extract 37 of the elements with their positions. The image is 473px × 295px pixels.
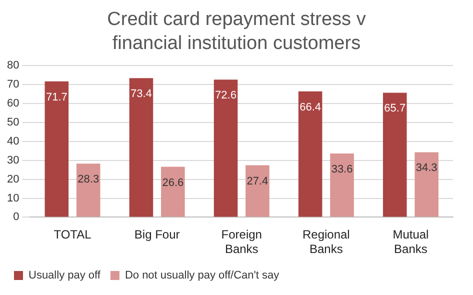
y-tick-label: 30 xyxy=(6,154,20,166)
data-label: 26.6 xyxy=(162,176,184,189)
y-tick-label: 70 xyxy=(6,78,20,91)
y-tick-label: 60 xyxy=(6,98,20,110)
y-tick-label: 0 xyxy=(13,211,20,224)
x-tick-label: TOTAL xyxy=(54,228,92,242)
x-tick-label: Big Four xyxy=(134,228,180,242)
y-tick-label: 50 xyxy=(6,116,20,128)
chart-title: Credit card repayment stress v financial institution customers xyxy=(106,8,367,56)
y-tick-label: 10 xyxy=(6,192,20,204)
y-tick-label: 40 xyxy=(6,135,20,148)
data-label: 27.4 xyxy=(246,175,268,188)
y-tick-label: 80 xyxy=(6,60,20,72)
bar xyxy=(161,166,185,217)
legend-label: Usually pay off xyxy=(28,270,102,282)
data-label: 65.7 xyxy=(384,102,406,115)
data-label: 33.6 xyxy=(331,164,353,176)
bar xyxy=(246,165,270,217)
data-label: 73.4 xyxy=(130,88,152,100)
y-tick-label: 20 xyxy=(6,173,20,186)
x-tick-label: Regional Banks xyxy=(302,228,350,256)
bar xyxy=(129,78,154,217)
bar xyxy=(76,164,100,217)
bar xyxy=(382,92,407,217)
bar xyxy=(214,80,238,217)
bar xyxy=(330,154,354,217)
x-tick-label: Mutual Banks xyxy=(392,228,429,256)
x-tick-label: Foreign Banks xyxy=(221,228,262,256)
bar xyxy=(298,91,322,217)
data-label: 71.7 xyxy=(46,91,68,104)
data-label: 28.3 xyxy=(78,174,100,186)
data-label: 72.6 xyxy=(215,90,236,102)
data-label: 34.3 xyxy=(416,162,438,174)
bar xyxy=(44,81,69,217)
legend-label: Do not usually pay off/Can't say xyxy=(124,270,280,282)
bar xyxy=(414,152,438,217)
data-label: 66.4 xyxy=(300,101,322,114)
